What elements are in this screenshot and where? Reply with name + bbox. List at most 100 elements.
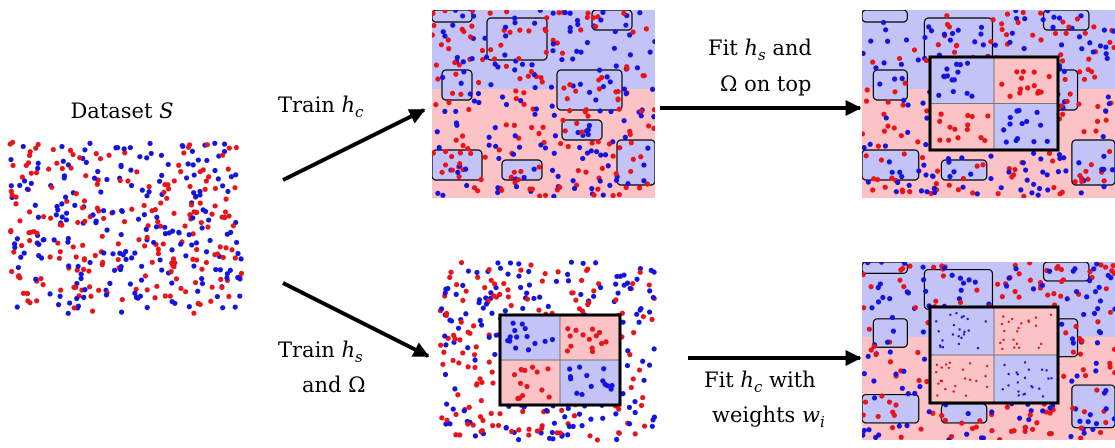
- point: [884, 339, 891, 345]
- point: [203, 249, 210, 255]
- point: [127, 144, 133, 151]
- point: [586, 89, 593, 95]
- quadrant: [929, 354, 995, 404]
- point: [101, 250, 107, 256]
- point: [1059, 58, 1066, 64]
- point: [463, 311, 469, 317]
- point: [600, 83, 607, 90]
- point: [119, 208, 125, 214]
- point: [885, 123, 891, 129]
- point: [486, 334, 492, 340]
- point: [1109, 167, 1115, 173]
- point: [87, 284, 93, 290]
- point: [1020, 322, 1023, 325]
- point: [173, 276, 180, 282]
- point: [1021, 193, 1027, 198]
- point: [161, 189, 167, 195]
- point: [1012, 338, 1015, 342]
- point: [565, 405, 571, 412]
- point: [111, 267, 118, 273]
- point: [1031, 181, 1037, 187]
- point: [964, 126, 970, 133]
- point: [595, 186, 601, 192]
- point: [1040, 408, 1046, 414]
- point: [549, 336, 556, 343]
- point: [870, 187, 876, 193]
- point: [637, 265, 644, 272]
- point: [483, 54, 490, 60]
- point: [1101, 390, 1108, 396]
- point: [516, 427, 522, 433]
- point: [97, 156, 104, 162]
- point: [628, 384, 634, 391]
- point: [1109, 268, 1115, 274]
- point: [899, 75, 905, 82]
- point: [1007, 372, 1010, 376]
- point: [551, 420, 558, 426]
- point: [464, 182, 470, 189]
- point: [461, 408, 467, 414]
- point: [1070, 340, 1076, 346]
- point: [472, 364, 478, 371]
- point: [447, 274, 453, 280]
- point: [985, 364, 989, 368]
- point: [1013, 266, 1019, 272]
- point: [878, 157, 885, 163]
- point: [917, 383, 923, 390]
- point: [472, 357, 478, 363]
- point: [473, 344, 479, 350]
- point: [628, 140, 634, 146]
- point: [613, 411, 619, 417]
- point: [478, 322, 485, 328]
- point: [1091, 24, 1097, 30]
- point: [1070, 349, 1076, 355]
- point: [47, 291, 53, 297]
- point: [937, 382, 940, 385]
- point: [984, 320, 987, 323]
- point: [568, 343, 574, 349]
- point: [957, 342, 961, 346]
- point: [900, 102, 906, 108]
- point: [496, 147, 502, 153]
- point: [26, 209, 33, 215]
- point: [545, 303, 551, 310]
- point: [492, 351, 498, 358]
- point: [988, 153, 994, 159]
- point: [1097, 298, 1104, 304]
- point: [237, 293, 243, 299]
- point: [1018, 187, 1024, 193]
- point: [182, 223, 188, 229]
- point: [924, 189, 930, 195]
- point: [559, 50, 566, 56]
- point: [958, 287, 964, 293]
- point: [457, 337, 463, 343]
- point: [863, 98, 870, 104]
- point: [934, 370, 938, 374]
- point: [98, 189, 104, 195]
- point: [70, 244, 76, 250]
- point: [21, 178, 28, 184]
- point: [61, 173, 68, 179]
- point: [149, 259, 155, 265]
- point: [621, 118, 627, 124]
- point: [159, 172, 165, 179]
- point: [620, 391, 626, 397]
- point: [1006, 169, 1012, 175]
- point: [495, 64, 501, 70]
- point: [1004, 11, 1011, 17]
- point: [1003, 363, 1006, 367]
- point: [1012, 167, 1018, 173]
- point: [1014, 15, 1020, 22]
- point: [960, 336, 963, 340]
- point: [877, 281, 884, 287]
- point: [20, 290, 27, 296]
- point: [571, 185, 578, 192]
- point: [579, 129, 585, 135]
- region: [432, 10, 473, 23]
- point: [968, 362, 972, 365]
- point: [551, 193, 557, 198]
- point: [15, 264, 21, 271]
- point: [517, 27, 523, 33]
- point: [1039, 282, 1046, 288]
- point: [41, 214, 47, 220]
